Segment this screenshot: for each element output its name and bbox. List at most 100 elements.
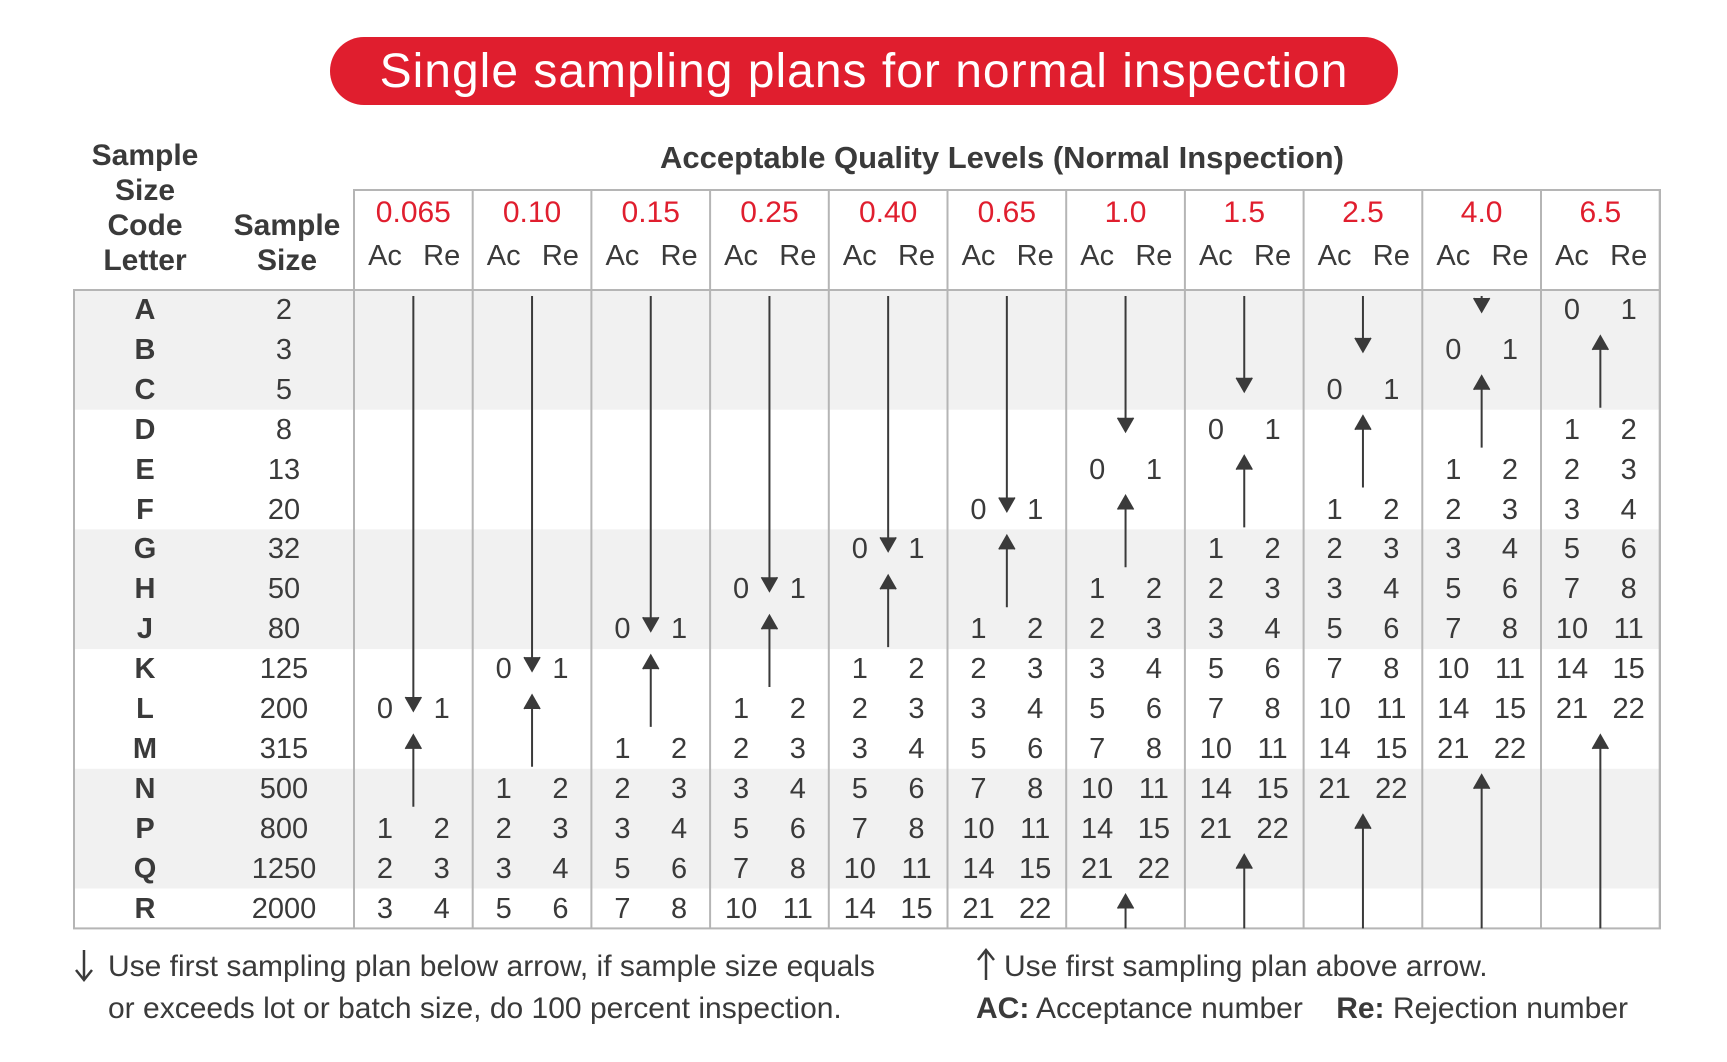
re-value: 4 <box>552 852 569 885</box>
ac-value: 14 <box>1081 812 1114 845</box>
re-value: 1 <box>1145 453 1162 486</box>
ac-value: 5 <box>614 852 631 885</box>
re-value: 4 <box>433 892 450 925</box>
ac-value: 5 <box>970 732 987 765</box>
ac-value: 2 <box>614 772 631 805</box>
ac-label: AC: <box>976 992 1030 1025</box>
aql-level-label: 2.5 <box>1342 196 1384 229</box>
sample-size-header: Sample Size <box>222 208 352 278</box>
re-value: 3 <box>789 732 806 765</box>
code-letter-header-line: Letter <box>103 244 187 277</box>
up-arrow-icon <box>977 947 995 980</box>
down-arrow-head <box>1116 417 1135 434</box>
ac-value: 3 <box>851 732 868 765</box>
re-value: 4 <box>789 772 806 805</box>
re-header: Re <box>660 240 698 272</box>
ac-header: Ac <box>961 240 996 272</box>
ac-value: 21 <box>1318 772 1351 805</box>
ac-value: 5 <box>851 772 868 805</box>
ac-value: 2 <box>376 852 394 885</box>
re-value: 4 <box>1145 653 1162 686</box>
ac-header: Ac <box>486 240 521 272</box>
code-letter: K <box>134 653 156 686</box>
code-letter-header: Sample Size Code Letter <box>80 138 210 278</box>
ac-value: 3 <box>1563 493 1581 526</box>
sample-size: 315 <box>259 732 309 765</box>
ac-header: Ac <box>1080 240 1115 272</box>
ac-value: 5 <box>1445 573 1462 606</box>
re-header: Re <box>1491 240 1529 272</box>
re-header: Re <box>1610 240 1648 272</box>
re-value: 3 <box>1501 493 1519 526</box>
re-value: 2 <box>789 693 806 725</box>
ac-value: 0 <box>970 493 987 526</box>
down-arrow-head <box>1235 377 1253 394</box>
re-value: 22 <box>1375 772 1408 805</box>
re-value: 8 <box>1027 772 1044 805</box>
re-value: 11 <box>1494 653 1526 686</box>
ac-value: 3 <box>1445 533 1462 566</box>
sample-size: 800 <box>259 812 309 845</box>
re-value: 1 <box>1027 493 1044 526</box>
re-value: 6 <box>789 812 806 845</box>
re-value: 2 <box>671 732 688 765</box>
down-note-line-1: Use first sampling plan below arrow, if … <box>108 950 876 983</box>
re-value: 3 <box>908 693 925 725</box>
down-arrow-head <box>642 616 660 633</box>
ac-header: Ac <box>1555 240 1589 272</box>
re-value: 15 <box>1375 732 1408 765</box>
up-arrow-head <box>523 693 541 710</box>
ac-value: 2 <box>1445 493 1462 526</box>
re-value: 6 <box>671 852 688 885</box>
re-value: 2 <box>433 812 450 845</box>
re-value: 6 <box>908 772 925 805</box>
re-value: 2 <box>908 653 925 686</box>
ac-value: 1 <box>1563 413 1581 446</box>
re-value: 6 <box>1620 533 1637 566</box>
down-arrow-head <box>998 497 1016 514</box>
ac-value: 2 <box>851 693 868 725</box>
re-value: 8 <box>1264 693 1281 725</box>
up-arrow-head <box>1354 414 1372 431</box>
re-value: 6 <box>1027 732 1044 765</box>
ac-value: 5 <box>1563 533 1581 566</box>
ac-value: 10 <box>724 892 758 925</box>
re-value: 11 <box>1257 732 1288 765</box>
re-value: 2 <box>1501 453 1519 486</box>
ac-value: 5 <box>1326 613 1343 646</box>
aql-level-label: 1.5 <box>1223 196 1266 229</box>
aql-level-label: 6.5 <box>1579 196 1622 229</box>
re-value: 6 <box>1264 653 1281 686</box>
ac-value: 10 <box>1555 613 1589 646</box>
up-arrow-head <box>1116 892 1135 909</box>
re-value: 22 <box>1612 693 1645 725</box>
re-header: Re <box>423 240 461 272</box>
re-value: 15 <box>1493 693 1527 725</box>
re-value: 11 <box>901 852 932 885</box>
ac-value: 14 <box>962 852 995 885</box>
ac-value: 7 <box>614 892 631 925</box>
up-arrow-head <box>1591 733 1610 750</box>
ac-value: 14 <box>843 892 876 925</box>
re-value: 8 <box>1501 613 1519 646</box>
up-arrow-head <box>1235 454 1253 470</box>
ac-value: 14 <box>1555 653 1589 686</box>
ac-value: 3 <box>1207 613 1224 646</box>
re-header: Re <box>897 240 936 272</box>
sample-size: 32 <box>267 533 301 566</box>
code-letter-header-line: Size <box>114 174 176 207</box>
up-arrow-head <box>1591 334 1610 351</box>
code-letter: J <box>136 613 154 646</box>
code-letter: F <box>136 493 154 526</box>
ac-value: 1 <box>376 812 394 845</box>
sample-size: 500 <box>259 772 309 805</box>
ac-value: 1 <box>614 732 631 765</box>
ac-header: Ac <box>368 240 402 272</box>
re-header: Re <box>779 240 817 272</box>
re-value: 3 <box>1264 573 1281 606</box>
ac-value: 3 <box>733 772 750 805</box>
re-header: Re <box>541 240 579 272</box>
ac-header: Ac <box>1317 240 1352 272</box>
re-value: 2 <box>1027 613 1044 646</box>
